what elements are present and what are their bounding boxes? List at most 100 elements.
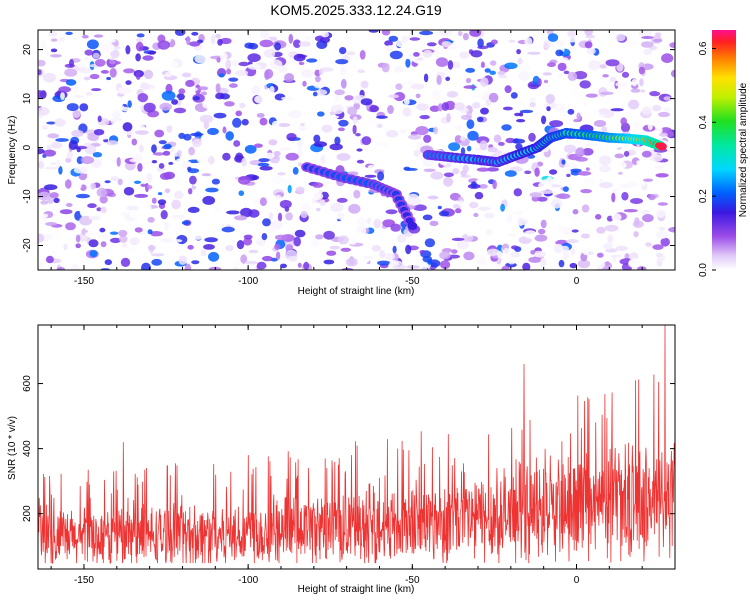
heat-speckle [423,134,432,143]
heat-speckle [143,69,154,80]
heat-speckle [175,158,184,167]
heat-speckle [237,175,251,185]
heat-speckle [482,226,490,231]
heat-speckle [582,102,588,106]
heat-speckle [301,202,311,211]
heat-speckle [109,59,117,65]
heat-speckle [515,99,525,108]
heat-speckle [660,237,670,247]
heat-speckle [340,78,347,89]
heat-speckle [461,114,472,121]
heat-speckle [422,158,434,168]
heat-speckle [386,45,394,51]
heat-speckle [669,148,675,154]
heat-speckle [118,229,128,237]
heat-speckle [151,253,165,257]
colorbar-gradient [712,30,736,270]
heat-speckle [42,72,57,83]
heat-speckle [201,249,207,257]
heat-speckle [490,171,498,181]
heat-speckle [240,254,248,264]
heat-speckle [104,180,111,184]
heat-speckle [651,119,663,125]
heat-speckle [93,129,105,136]
heat-speckle [335,59,349,65]
heat-speckle [655,32,662,37]
heat-speckle [473,212,479,218]
heat-speckle [133,218,138,228]
heat-speckle [248,209,260,218]
heat-speckle [38,106,50,116]
heat-speckle [628,99,640,110]
heat-speckle [190,132,204,137]
heat-speckle [654,165,665,169]
heat-speckle [277,123,291,127]
heat-speckle [54,118,66,127]
heat-speckle [381,30,391,36]
heat-speckle [451,237,465,241]
heat-speckle [528,132,536,142]
heat-speckle [125,80,132,85]
heat-speckle [510,245,519,250]
heat-speckle [638,66,646,75]
heat-speckle [580,189,592,194]
heat-speckle [584,143,599,147]
heat-speckle [486,167,499,172]
heat-speckle [38,233,45,243]
heat-speckle [274,243,281,250]
heat-speckle [117,105,125,110]
heat-speckle [503,247,510,255]
heat-speckle [368,207,383,211]
heat-speckle [71,129,84,137]
heat-speckle [630,88,641,93]
heat-speckle [76,147,81,153]
heat-speckle [549,120,564,128]
heat-speckle [129,209,139,219]
heat-speckle [92,152,103,158]
heat-speckle [615,33,626,42]
heat-speckle [534,167,540,177]
heat-speckle [251,175,260,181]
heat-speckle [540,257,547,268]
heat-speckle [534,234,548,242]
heat-speckle [212,203,221,212]
heat-speckle [596,252,604,258]
heat-speckle [570,248,576,255]
heat-speckle [208,251,220,262]
heat-speckle [408,134,422,140]
heat-speckle [516,182,530,186]
heat-speckle [628,258,642,268]
heat-speckle [120,257,131,267]
heat-speckle [597,142,602,151]
heat-speckle [366,217,372,224]
heat-speckle [234,215,248,221]
heat-speckle [140,183,147,187]
heat-speckle [510,92,518,99]
heat-speckle [420,265,428,270]
snr-ytick-label: 200 [22,505,33,522]
heat-speckle [222,152,231,161]
heat-speckle [100,70,109,74]
heat-speckle [649,154,664,162]
heat-speckle [256,261,267,270]
heat-speckle [91,88,102,92]
heat-speckle [361,226,367,236]
heat-speckle [599,181,613,189]
heat-speckle [456,239,469,250]
heat-speckle [269,59,283,70]
heat-speckle [66,151,73,160]
heat-speckle [149,231,164,237]
heat-speckle [293,236,302,247]
heat-speckle [219,52,228,61]
heat-speckle [655,209,666,218]
heat-speckle [285,178,297,182]
heat-speckle [44,166,58,170]
heat-speckle [228,77,239,82]
colorbar-label: Normalized spectral amplitude [738,82,749,217]
heat-speckle [97,234,110,239]
heat-speckle [394,66,404,73]
heat-speckle [639,78,644,87]
snr-ytick-label: 400 [22,440,33,457]
heat-speckle [323,259,335,265]
